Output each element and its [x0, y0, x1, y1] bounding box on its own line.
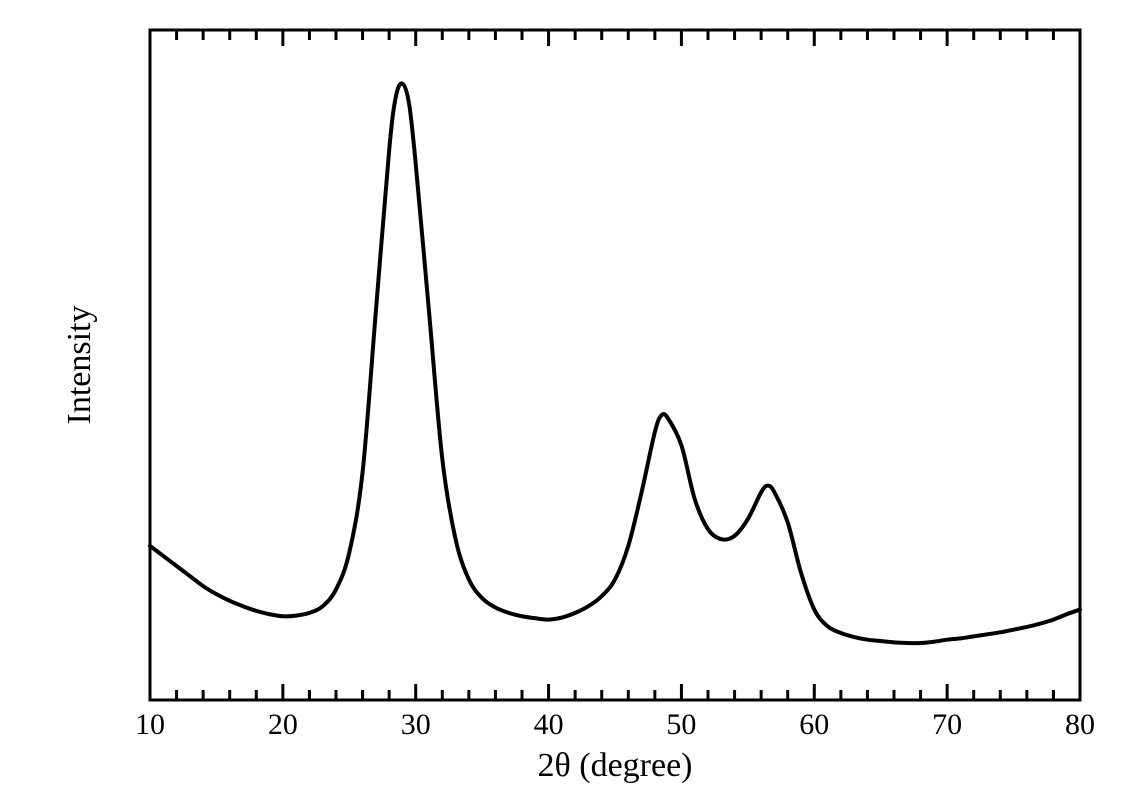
x-tick-label: 70: [932, 708, 962, 741]
x-tick-label: 40: [534, 708, 564, 741]
x-tick-label: 30: [401, 708, 431, 741]
x-tick-labels: 10 20 30 40 50 60 70 80: [135, 708, 1095, 741]
x-tick-label: 60: [799, 708, 829, 741]
x-tick-label: 50: [666, 708, 696, 741]
xrd-chart: 10 20 30 40 50 60 70 80 2θ (degree) Intensity: [0, 0, 1125, 792]
x-tick-label: 80: [1065, 708, 1095, 741]
chart-svg: 10 20 30 40 50 60 70 80 2θ (degree) Intensity: [0, 0, 1125, 792]
x-tick-label: 10: [135, 708, 165, 741]
x-ticks-top: [150, 30, 1080, 46]
series-xrd-pattern: [150, 83, 1080, 643]
x-tick-label: 20: [268, 708, 298, 741]
x-ticks-bottom: [150, 684, 1080, 700]
plot-border: [150, 30, 1080, 700]
x-axis-label: 2θ (degree): [537, 747, 692, 784]
y-axis-label: Intensity: [61, 306, 98, 425]
